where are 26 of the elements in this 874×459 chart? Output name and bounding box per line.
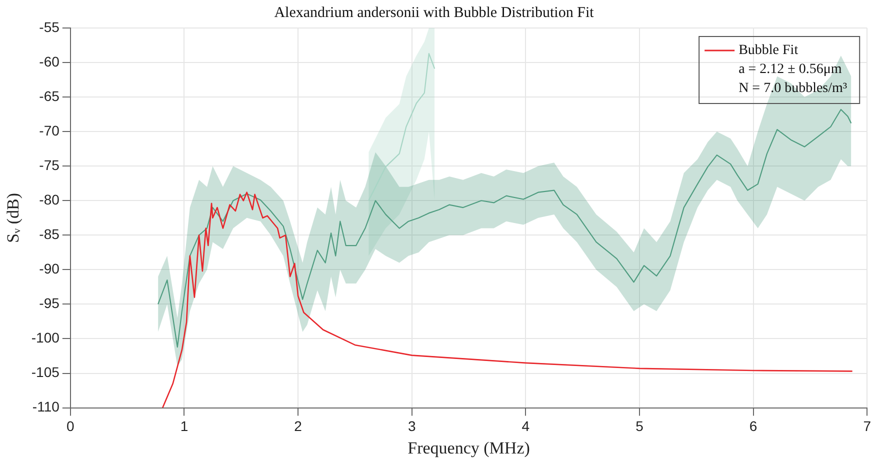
x-tick-label: 4 — [522, 418, 530, 434]
y-tick-label: -110 — [32, 398, 60, 415]
chart-title: Alexandrium andersonii with Bubble Distribution Fit — [274, 4, 595, 21]
annotation: N = 7.0 bubbles/m³ — [738, 81, 848, 96]
y-tick-label: -70 — [39, 122, 60, 138]
y-tick-label: -60 — [39, 53, 60, 70]
x-tick-label: 5 — [636, 418, 644, 434]
x-tick-label: 6 — [749, 418, 758, 434]
x-tick-label: 7 — [863, 418, 872, 434]
y-tick-label: -105 — [31, 364, 60, 380]
y-tick-label: -65 — [39, 88, 60, 104]
y-tick-label: -95 — [39, 295, 60, 312]
x-tick-label: 3 — [408, 418, 416, 434]
x-tick-label: 1 — [180, 418, 188, 434]
y-axis-title: Sᵥ (dB) — [4, 192, 23, 243]
y-tick-label: -55 — [39, 18, 60, 35]
y-tick-label: -80 — [39, 191, 60, 208]
y-tick-label: -100 — [31, 330, 60, 346]
y-tick-label: -85 — [39, 226, 60, 242]
y-tick-label: -90 — [39, 260, 60, 277]
x-tick-label: 2 — [294, 418, 302, 434]
x-axis-title: Frequency (MHz) — [408, 438, 530, 458]
annotation: a = 2.12 ± 0.56μm — [738, 62, 842, 78]
x-tick-label: 0 — [66, 418, 75, 434]
y-tick-label: -75 — [39, 156, 60, 173]
legend-label: Bubble Fit — [738, 43, 798, 58]
